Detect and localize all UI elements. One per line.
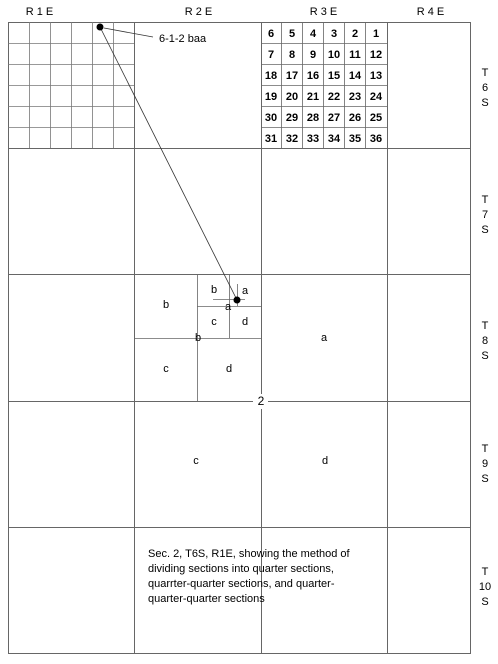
svg-text:T: T <box>482 443 489 455</box>
section-number: 20 <box>286 91 298 103</box>
svg-text:7: 7 <box>482 209 488 221</box>
section-number: 19 <box>265 91 277 103</box>
svg-text:T: T <box>482 194 489 206</box>
section-number: 34 <box>328 133 341 145</box>
section-number: 11 <box>349 49 361 61</box>
section-number: 28 <box>307 112 319 124</box>
section-number: 27 <box>328 112 340 124</box>
township-label-t9s: T 9 S <box>481 443 488 485</box>
section-number: 36 <box>370 133 382 145</box>
township-label-t6s: T 6 S <box>481 67 488 109</box>
section-number-2: 2 <box>258 394 265 408</box>
svg-text:S: S <box>481 473 488 485</box>
section-number: 2 <box>352 28 358 40</box>
section-number: 6 <box>268 28 274 40</box>
township-grid <box>8 22 471 654</box>
section-number: 17 <box>286 70 298 82</box>
section-number: 18 <box>265 70 277 82</box>
section-number: 33 <box>307 133 319 145</box>
section-number: 5 <box>289 28 295 40</box>
svg-text:S: S <box>481 97 488 109</box>
leader-line <box>99 26 238 301</box>
section-subgrid <box>8 22 134 148</box>
range-label-r2e: R2E <box>185 6 215 18</box>
svg-text:S: S <box>481 224 488 236</box>
section-number: 3 <box>331 28 337 40</box>
section-number: 26 <box>349 112 361 124</box>
range-label-r1e: R1E <box>26 6 56 18</box>
qqq-label-c: c <box>211 316 217 328</box>
qqq-label-b: b <box>211 284 217 296</box>
section-number: 12 <box>370 49 382 61</box>
note-line: dividing sections into quarter sections, <box>148 563 334 575</box>
qqq-label-a: a <box>225 301 232 313</box>
section-number: 14 <box>349 70 362 82</box>
location-dot-large <box>233 296 241 304</box>
svg-text:6: 6 <box>482 82 488 94</box>
section-number: 9 <box>310 49 316 61</box>
svg-text:T: T <box>482 67 489 79</box>
note-line: quarter-quarter sections <box>148 593 265 605</box>
section-number: 8 <box>289 49 295 61</box>
section-number: 1 <box>373 28 379 40</box>
section-number: 35 <box>349 133 361 145</box>
svg-text:10: 10 <box>479 581 491 593</box>
callout-label: 6-1-2 baa <box>159 33 207 45</box>
section-number: 22 <box>328 91 340 103</box>
quarter-quarter-label-b: b <box>195 332 201 344</box>
quarter-label-a: a <box>321 332 328 344</box>
svg-text:S: S <box>481 596 488 608</box>
section-number: 29 <box>286 112 298 124</box>
quarter-labels: a b c d b c d a b c d a <box>163 284 328 467</box>
svg-text:9: 9 <box>482 458 488 470</box>
svg-text:T: T <box>482 320 489 332</box>
section-number-grid <box>261 22 387 148</box>
section-number: 16 <box>307 70 319 82</box>
note-line: quarrter-quarter sections, and quarter- <box>148 578 335 590</box>
section-number: 10 <box>328 49 340 61</box>
section-number: 13 <box>370 70 382 82</box>
quarter-quarter-label-d: d <box>226 363 232 375</box>
township-label-t7s: T 7 S <box>481 194 488 236</box>
callout-leader-line <box>103 27 154 38</box>
svg-text:8: 8 <box>482 335 488 347</box>
section-number: 30 <box>265 112 277 124</box>
section-number: 15 <box>328 70 340 82</box>
section-number: 32 <box>286 133 298 145</box>
quarter-label-c: c <box>193 455 199 467</box>
section-numbers: 6 5 4 3 2 1 7 8 9 10 11 12 18 17 16 15 1… <box>265 28 383 145</box>
range-label-r3e: R3E <box>310 6 340 18</box>
location-dot-small <box>96 23 104 31</box>
township-label-t10s: T 10 S <box>479 566 491 608</box>
township-label-t8s: T 8 S <box>481 320 488 362</box>
qqq-label-a-upper: a <box>242 285 249 297</box>
section-number: 31 <box>265 133 277 145</box>
section-number: 7 <box>268 49 274 61</box>
section-number: 21 <box>307 91 319 103</box>
quarter-quarter-label-c: c <box>163 363 169 375</box>
note-line: Sec. 2, T6S, R1E, showing the method of <box>148 548 351 560</box>
svg-text:S: S <box>481 350 488 362</box>
svg-text:T: T <box>482 566 489 578</box>
qqq-label-d: d <box>242 316 248 328</box>
section-number: 4 <box>310 28 317 40</box>
range-label-r4e: R4E <box>417 6 447 18</box>
quarter-label-b: b <box>163 299 169 311</box>
section-number-2-background <box>253 394 268 409</box>
section-number: 23 <box>349 91 361 103</box>
quarter-label-d: d <box>322 455 328 467</box>
section-number: 25 <box>370 112 382 124</box>
section-number: 24 <box>370 91 383 103</box>
explanatory-note: Sec. 2, T6S, R1E, showing the method of … <box>148 548 351 605</box>
